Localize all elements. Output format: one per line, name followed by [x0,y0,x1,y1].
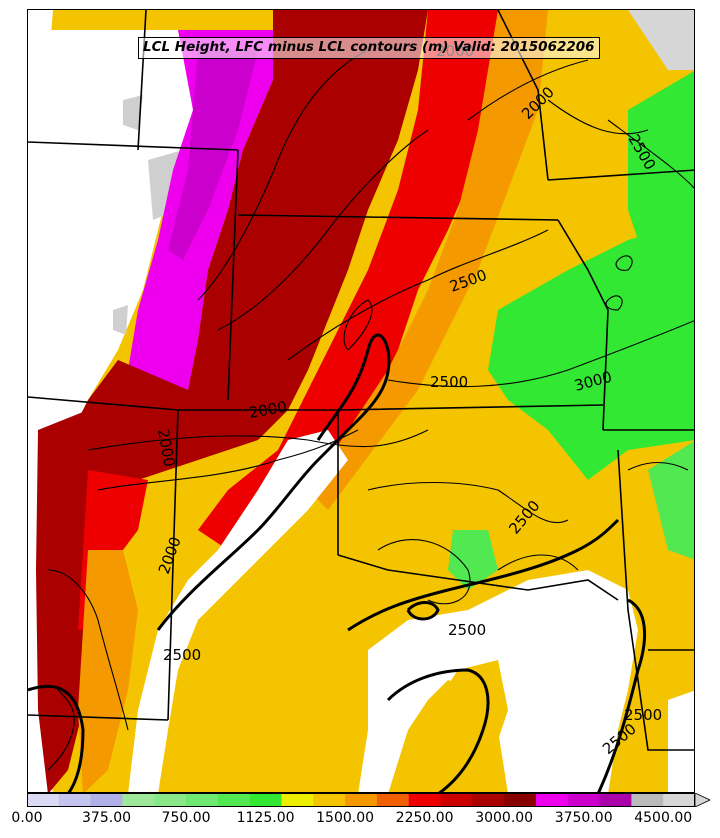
colorbar-tick-label: 1500.00 [316,810,375,826]
contour-bundle [28,333,647,792]
lcl-green-east [488,220,694,480]
colorbar-tick-label: 750.00 [161,810,211,826]
colorbar [27,793,710,807]
colorbar-cell [631,793,664,807]
colorbar-tick-label: 375.00 [82,810,132,826]
contour-label: 2500 [624,706,662,724]
lcl-red [198,10,498,550]
lcl-green-ne [628,71,694,270]
map-title: LCL Height, LFC minus LCL contours (m) V… [138,37,600,59]
colorbar-tick-label: 2250.00 [395,810,454,826]
colorbar-labels: 0.00 375.00 750.00 1125.00 1500.00 2250.00 300… [0,810,720,830]
colorbar-cell [281,793,314,807]
colorbar-tick-label: 4500.00 [634,810,693,826]
colorbar-cell [217,793,251,807]
no-data-west [28,30,208,792]
colorbar-cell [58,793,92,807]
colorbar-cell [313,793,346,807]
lcl-orange-sw [78,550,138,792]
colorbar-outline [27,793,695,807]
colorbar-tick-label: 1125.00 [236,810,295,826]
colorbar-cell [663,793,696,807]
colorbar-cell [504,793,537,807]
lcl-orange [308,10,548,510]
lcl-magenta-dark [168,50,258,260]
colorbar-extend-arrow [694,793,710,807]
contour-label: 2500 [430,373,468,391]
no-data-plateau [128,430,348,792]
colorbar-cell [154,793,187,807]
lcl-orange-peninsula [408,660,508,792]
colorbar-cell [599,793,632,807]
colorbar-cell [408,793,442,807]
colorbar-cell [567,793,601,807]
contour-label: 2500 [163,646,201,664]
colorbar-cell [535,793,569,807]
contour-label: 2500 [448,621,486,639]
colorbar-tick-label: 3000.00 [475,810,534,826]
colorbar-cells [27,793,710,807]
colorbar-cell [90,793,123,807]
lcl-green-se [648,441,694,560]
gray-patch [123,95,143,130]
colorbar-cell [345,793,378,807]
colorbar-cell [249,793,282,807]
map-panel: 2000 2000 2500 2500 2500 2000 3000 2000 … [27,9,695,793]
colorbar-cell [440,793,473,807]
gray-patch [113,305,128,335]
colorbar-cell [122,793,155,807]
colorbar-tick-label: 0.00 [11,810,43,826]
colorbar-cell [27,793,60,807]
lcl-dark-red [63,10,428,480]
lfc-lcl-contours [47,49,694,771]
gray-patch-ne [628,10,694,70]
colorbar-tick-label: 3750.00 [554,810,613,826]
colorbar-cell [186,793,219,807]
lcl-map: 2000 2000 2500 2500 2500 2000 3000 2000 … [28,10,694,792]
no-data-se [668,690,694,792]
colorbar-cell [376,793,410,807]
state-borders [28,10,694,751]
colorbar-cell [472,793,505,807]
lcl-green-south [448,530,498,590]
